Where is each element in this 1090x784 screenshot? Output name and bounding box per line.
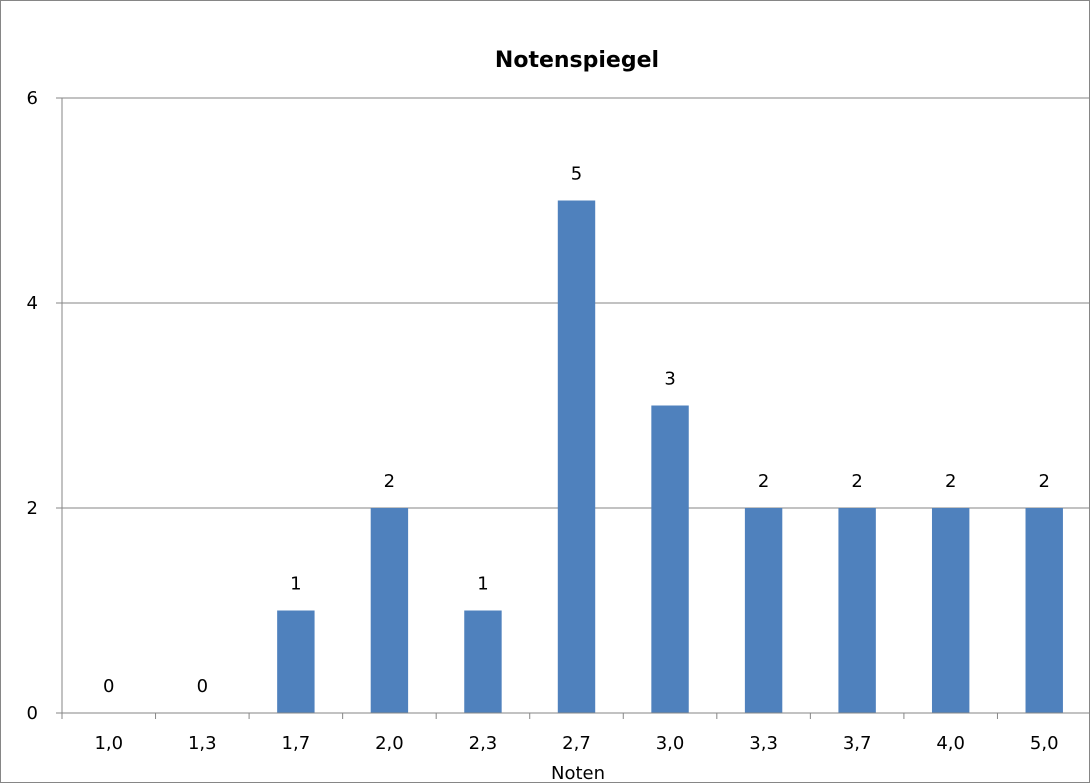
data-label: 2 <box>945 471 956 492</box>
data-label: 5 <box>571 164 582 185</box>
x-axis-title: Noten <box>551 763 605 784</box>
y-tick-label: 4 <box>27 293 38 314</box>
x-tick-label: 1,7 <box>282 733 311 754</box>
data-label: 3 <box>664 369 675 390</box>
data-labels: 0 0 1 2 1 5 3 2 2 2 2 <box>103 164 1050 698</box>
x-tick-label: 1,0 <box>94 733 123 754</box>
bar <box>557 200 596 713</box>
y-tick-label: 0 <box>27 703 38 724</box>
axes <box>56 97 1090 719</box>
bar <box>464 610 502 713</box>
x-tick-label: 2,7 <box>562 733 591 754</box>
chart-title: Notenspiegel <box>495 48 659 73</box>
x-tick-label: 2,3 <box>469 733 498 754</box>
bar <box>1025 508 1063 713</box>
y-tick-label: 6 <box>27 88 38 109</box>
y-tick-label: 2 <box>27 498 38 519</box>
data-label: 0 <box>103 676 114 697</box>
bars <box>277 200 1063 713</box>
bar <box>744 508 783 713</box>
data-label: 2 <box>384 471 395 492</box>
bar <box>931 508 970 713</box>
bar <box>370 508 409 713</box>
y-tick-labels: 0 2 4 6 <box>27 88 38 724</box>
x-tick-label: 3,7 <box>843 733 872 754</box>
data-label: 1 <box>290 574 301 595</box>
data-label: 0 <box>197 676 208 697</box>
bar <box>651 405 689 713</box>
x-tick-label: 3,3 <box>749 733 778 754</box>
bar <box>838 508 876 713</box>
data-label: 1 <box>477 574 488 595</box>
x-tick-labels: 1,0 1,3 1,7 2,0 2,3 2,7 3,0 3,3 3,7 4,0 5,0 <box>94 733 1058 754</box>
x-tick-label: 5,0 <box>1030 733 1059 754</box>
data-label: 2 <box>851 471 862 492</box>
data-label: 2 <box>1039 471 1050 492</box>
x-tick-label: 1,3 <box>188 733 217 754</box>
x-tick-label: 2,0 <box>375 733 404 754</box>
data-label: 2 <box>758 471 769 492</box>
x-tick-label: 4,0 <box>936 733 965 754</box>
bar <box>277 610 315 713</box>
x-tick-label: 3,0 <box>656 733 685 754</box>
